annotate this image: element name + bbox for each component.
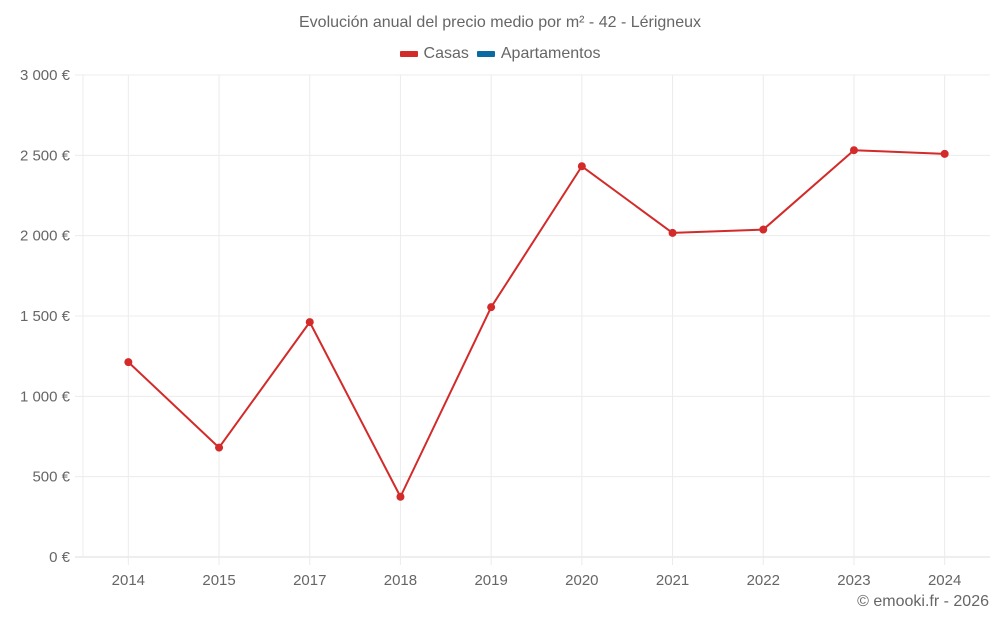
- y-axis: 0 € 500 € 1 000 € 1 500 € 2 000 € 2 500 € 3 00…: [20, 67, 71, 566]
- x-tick-label: 2020: [565, 572, 598, 589]
- legend-item-casas[interactable]: Casas: [399, 45, 469, 63]
- legend-label-casas: Casas: [423, 45, 469, 62]
- copyright-credit: © emooki.fr - 2026: [857, 593, 989, 610]
- legend-swatch-apartamentos: [476, 51, 495, 57]
- x-tick-label: 2022: [747, 572, 780, 589]
- data-point[interactable]: [124, 358, 133, 367]
- data-point[interactable]: [940, 149, 949, 158]
- legend-item-apartamentos[interactable]: Apartamentos: [476, 45, 601, 63]
- y-tick-label: 3 000 €: [20, 67, 71, 84]
- series-line: [127, 149, 945, 498]
- x-tick-label: 2019: [474, 572, 507, 589]
- data-point[interactable]: [396, 492, 405, 501]
- data-point[interactable]: [849, 146, 858, 155]
- y-tick-label: 500 €: [32, 469, 70, 486]
- y-tick-label: 2 000 €: [20, 228, 71, 245]
- legend-label-apartamentos: Apartamentos: [500, 45, 601, 62]
- data-point[interactable]: [215, 443, 224, 452]
- chart-legend: Casas Apartamentos: [0, 45, 1000, 63]
- x-tick-label: 2014: [112, 572, 145, 589]
- y-tick-label: 1 500 €: [20, 308, 71, 325]
- y-tick-label: 1 000 €: [20, 388, 71, 405]
- x-tick-label: 2024: [928, 572, 961, 589]
- data-point[interactable]: [487, 303, 496, 312]
- x-axis: 2014 2015 2017 2018 2019 2020 2021 2022 2023 2024: [112, 572, 962, 589]
- y-tick-label: 0 €: [49, 549, 71, 566]
- y-tick-label: 2 500 €: [20, 147, 71, 164]
- x-tick-label: 2015: [202, 572, 235, 589]
- x-tick-label: 2023: [837, 572, 870, 589]
- x-tick-label: 2018: [384, 572, 417, 589]
- series-casas: [124, 146, 949, 501]
- x-tick-label: 2021: [656, 572, 689, 589]
- x-tick-label: 2017: [293, 572, 326, 589]
- data-point[interactable]: [577, 162, 586, 171]
- chart-title: Evolución anual del precio medio por m² …: [299, 14, 701, 31]
- data-point[interactable]: [668, 228, 677, 237]
- data-point[interactable]: [305, 318, 314, 327]
- data-point[interactable]: [759, 225, 768, 234]
- legend-swatch-casas: [399, 51, 418, 57]
